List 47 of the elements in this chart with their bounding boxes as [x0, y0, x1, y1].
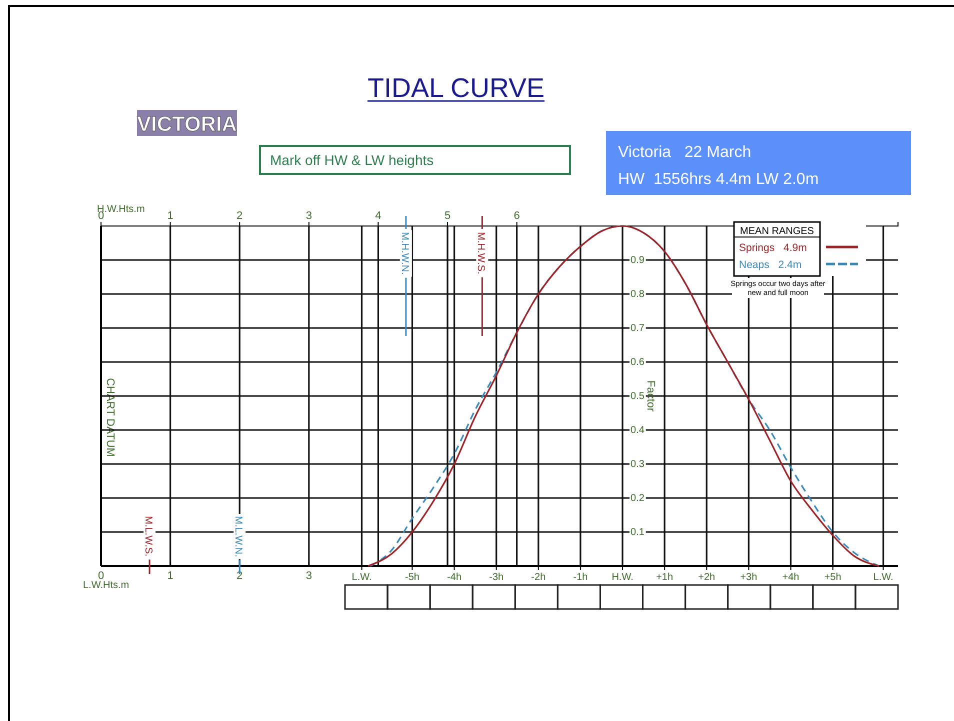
text: 2 — [236, 570, 243, 582]
text: VICTORIA — [137, 113, 237, 136]
y-tick-label: 0.9 — [630, 255, 645, 266]
x-tick-label: L.W. — [352, 572, 372, 584]
legend-title: MEAN RANGES — [740, 226, 814, 237]
x2-tick-label: 4 — [375, 210, 382, 222]
text: L.W.Hts.m — [83, 580, 130, 591]
ref-line-label: M.L.W.N. — [232, 516, 244, 558]
x-tick-label: -1h — [573, 572, 588, 584]
x-tick-label: -2h — [531, 572, 546, 584]
x-tick-label: +2h — [698, 572, 716, 584]
x2-tick-label: 6 — [514, 210, 520, 222]
x2-tick-label: 1 — [167, 210, 174, 222]
x-tick-label: -4h — [447, 572, 462, 584]
legend-label: Springs 4.9m — [739, 242, 808, 254]
y-tick-label: 0.4 — [630, 425, 645, 436]
x-tick-label: +5h — [824, 572, 842, 584]
y-tick-label: 0.2 — [630, 493, 645, 504]
x-tick-label: +3h — [740, 572, 758, 584]
ref-line-label: M.H.W.N. — [398, 232, 410, 275]
x-tick-label: -3h — [489, 572, 504, 584]
annotation: CHART DATUM — [104, 378, 116, 457]
y-tick-label: 0.5 — [630, 391, 645, 402]
x2-tick-label: 3 — [306, 210, 312, 222]
text: Victoria 22 March — [618, 144, 752, 161]
chart-title: TIDAL CURVE — [367, 73, 545, 103]
x-tick-label: +4h — [782, 572, 800, 584]
ref-line-label: M.H.W.S. — [475, 232, 486, 274]
y-tick-label: 0.1 — [630, 527, 645, 538]
x-tick-label: +1h — [656, 572, 674, 584]
y-tick-label: 0.6 — [630, 357, 645, 368]
text: 0 — [98, 570, 104, 582]
text: 3 — [306, 570, 312, 582]
ref-line-label: M.L.W.S. — [142, 516, 154, 557]
legend-label: Neaps 2.4m — [739, 259, 802, 271]
y-tick-label: 0.3 — [630, 459, 645, 470]
x-tick-label: L.W. — [873, 572, 894, 584]
text: 1 — [167, 570, 174, 582]
y-tick-label: 0.7 — [630, 323, 645, 334]
y-axis-title: Factor — [644, 380, 657, 412]
x2-tick-label: 2 — [236, 210, 243, 222]
y-tick-label: 0.8 — [630, 289, 645, 300]
x-tick-label: -5h — [405, 572, 420, 584]
x-tick-label: H.W. — [612, 572, 634, 584]
text: HW 1556hrs 4.4m LW 2.0m — [618, 171, 819, 188]
x2-tick-label: 5 — [444, 210, 451, 222]
text: Mark off HW & LW heights — [270, 152, 434, 168]
